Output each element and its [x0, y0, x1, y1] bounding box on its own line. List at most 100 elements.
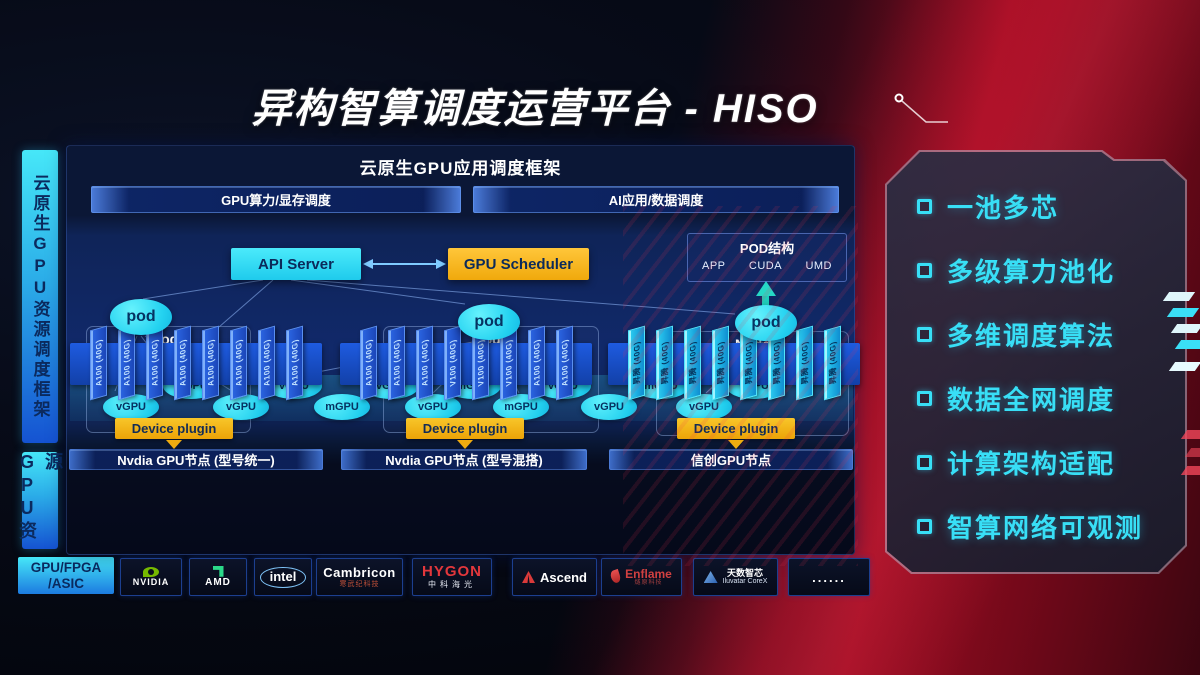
feature-panel: 一池多芯 多级算力池化 多维调度算法 数据全网调度 计算架构适配 智算网络可观测 [885, 150, 1187, 574]
vendor-tile-cambricon: Cambricon 寒武纪科技 [316, 558, 403, 596]
enflame-logo-icon [609, 569, 622, 585]
gpu-card: A100 (40G) [528, 325, 545, 401]
nvidia-logo-icon [142, 566, 159, 577]
square-bullet-icon [917, 455, 932, 470]
gpu-card: 昇腾 (40G) [712, 325, 729, 401]
pod-structure-title: POD结构 [739, 241, 795, 256]
gpu-card: A100 (40G) [90, 325, 107, 401]
pod-structure-arrow [756, 281, 776, 308]
device-plugin-1: Device plugin [115, 418, 233, 439]
hatch-decoration [1170, 324, 1200, 333]
hatch-decoration [1162, 292, 1196, 301]
feature-item-2: 多级算力池化 [917, 252, 1175, 288]
title-decoration-right [894, 93, 948, 123]
device-plugin-3: Device plugin [677, 418, 795, 439]
gpu-card: A100 (40G) [146, 325, 163, 401]
pod-structure-box: POD结构 APP CUDA UMD [687, 233, 847, 282]
hatch-decoration [1166, 308, 1200, 317]
gpu-card: A100 (40G) [258, 325, 275, 401]
gpu-card: A100 (40G) [202, 325, 219, 401]
gpu-ellipse: mGPU [493, 394, 549, 420]
square-bullet-icon [917, 327, 932, 342]
gpu-compute-scheduling-bar: GPU算力/显存调度 [91, 186, 461, 213]
device-plugin-arrow [166, 440, 182, 449]
page-title: 异构智算调度运营平台 - HISO [251, 87, 819, 131]
vendor-tile-hygon: HYGON 中科海光 [412, 558, 492, 596]
vendor-tile-ascend: Ascend [512, 558, 597, 596]
title-decoration-left [256, 88, 297, 127]
amd-label: AMD [205, 576, 231, 588]
gpu-card: A100 (40G) [556, 325, 573, 401]
iluvatar-label: 天数智芯 [726, 567, 763, 578]
cambricon-label: Cambricon [323, 565, 396, 580]
gpu-card: 昇腾 (40G) [684, 325, 701, 401]
hygon-label: HYGON [421, 563, 482, 581]
iluvatar-logo-icon [703, 571, 718, 583]
enflame-sublabel: 燧原科技 [634, 580, 663, 587]
panel-header: 云原生GPU应用调度框架 [359, 159, 562, 178]
gpu-card: A100 (40G) [416, 325, 433, 401]
sidebar-framework-bar: 云原生GPU资源调度框架 [22, 150, 58, 443]
pod-ellipse-2: pod [458, 304, 520, 340]
feature-item-6: 智算网络可观测 [917, 508, 1175, 544]
intel-logo-icon: intel [259, 566, 307, 588]
cambricon-sublabel: 寒武纪科技 [339, 580, 380, 588]
vendor-tile-nvidia: NVIDIA [120, 558, 182, 596]
feature-item-3: 多维调度算法 [917, 316, 1175, 352]
gpu-ellipse: vGPU [581, 394, 637, 420]
vendor-tile-amd: AMD [189, 558, 247, 596]
gpu-card: A100 (40G) [230, 325, 247, 401]
hatch-decoration [1168, 362, 1200, 371]
ai-app-data-scheduling-bar: AI应用/数据调度 [473, 186, 839, 213]
square-bullet-icon [917, 519, 932, 534]
gpu-row-header-uniform: Nvdia GPU节点 (型号统一) [69, 449, 323, 470]
device-plugin-2: Device plugin [406, 418, 524, 439]
pod-structure-item-cuda: CUDA [748, 260, 783, 272]
more-vendors-label: ...... [812, 569, 846, 585]
gpu-row-header-xinchuang: 信创GPU节点 [609, 449, 853, 470]
gpu-ellipse: mGPU [314, 394, 370, 420]
vendor-tile-iluvatar: 天数智芯 Iluvatar CoreX [693, 558, 778, 596]
device-plugin-arrow [728, 440, 744, 449]
gpu-card: 昇腾 (40G) [656, 325, 673, 401]
vendor-tile-intel: intel [254, 558, 312, 596]
gpu-card: 昇腾 (40G) [824, 325, 841, 401]
api-scheduler-connector [363, 259, 446, 269]
pod-structure-item-app: APP [702, 260, 726, 272]
sidebar-gpu-resource-bar: GPU资源 [17, 452, 63, 549]
feature-item-1: 一池多芯 [917, 188, 1175, 224]
square-bullet-icon [917, 391, 932, 406]
hygon-sublabel: 中科海光 [427, 580, 476, 590]
chip-types-line1: GPU/FPGA [30, 559, 102, 575]
device-plugin-arrow [457, 440, 473, 449]
gpu-scheduler-box: GPU Scheduler [448, 248, 589, 280]
stack-band [340, 343, 592, 385]
chip-types-line2: /ASIC [47, 575, 84, 591]
nvidia-label: NVIDIA [132, 576, 170, 587]
square-bullet-icon [917, 263, 932, 278]
gpu-card: A100 (40G) [118, 325, 135, 401]
gpu-card: 昇腾 (40G) [628, 325, 645, 401]
enflame-label: Enflame [625, 566, 672, 581]
stack-band [608, 343, 860, 385]
vendor-tile-more: ...... [788, 558, 870, 596]
api-server-box: API Server [231, 248, 361, 280]
iluvatar-sublabel: Iluvatar CoreX [722, 578, 768, 586]
chip-types-box: GPU/FPGA /ASIC [18, 557, 114, 594]
gpu-card-stack-3: 昇腾 (40G) 昇腾 (40G) 昇腾 (40G) 昇腾 (40G) 昇腾 (… [608, 325, 860, 410]
pod-ellipse-3: pod [735, 305, 797, 341]
vendor-tile-enflame: Enflame 燧原科技 [601, 558, 682, 596]
pod-ellipse-1: pod [110, 299, 172, 335]
pod-structure-item-umd: UMD [805, 260, 832, 272]
gpu-card: A100 (40G) [388, 325, 405, 401]
amd-logo-icon [212, 565, 224, 577]
gpu-card: A100 (40G) [286, 325, 303, 401]
gpu-card-stack-2: A100 (40G) A100 (40G) A100 (40G) V100 (4… [340, 325, 592, 410]
gpu-card: A100 (40G) [174, 325, 191, 401]
feature-item-4: 数据全网调度 [917, 380, 1175, 416]
gpu-card: 昇腾 (40G) [796, 325, 813, 401]
hatch-decoration [1174, 340, 1200, 349]
feature-item-5: 计算架构适配 [917, 444, 1175, 480]
ascend-logo-icon [522, 571, 536, 583]
